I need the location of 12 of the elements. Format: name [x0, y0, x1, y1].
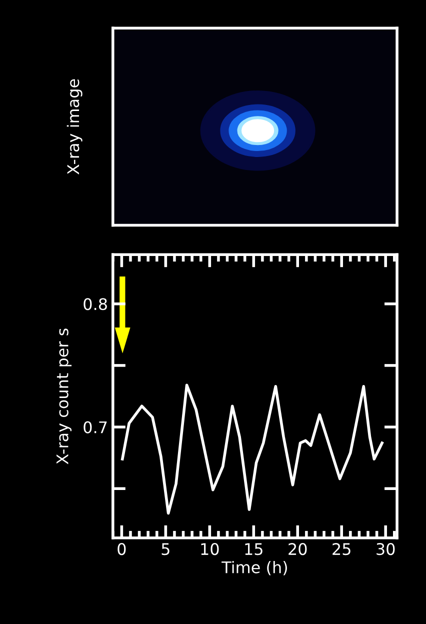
x-tick-label: 25: [332, 543, 350, 556]
y-tick-label: 0.7: [84, 421, 107, 434]
x-tick-label: 30: [376, 543, 395, 556]
x-tick-label: 10: [201, 543, 219, 556]
x-tick-label: 5: [162, 543, 170, 556]
x-tick-label: 20: [288, 543, 307, 556]
text: X-ray image: [66, 79, 82, 174]
x-axis-title: Time (h): [222, 560, 287, 576]
y-axis-title: X-ray count per s: [56, 328, 72, 464]
x-tick-label: 15: [245, 543, 262, 556]
y-tick-label: 0.8: [84, 298, 107, 310]
x-tick-label: 0: [118, 543, 126, 556]
